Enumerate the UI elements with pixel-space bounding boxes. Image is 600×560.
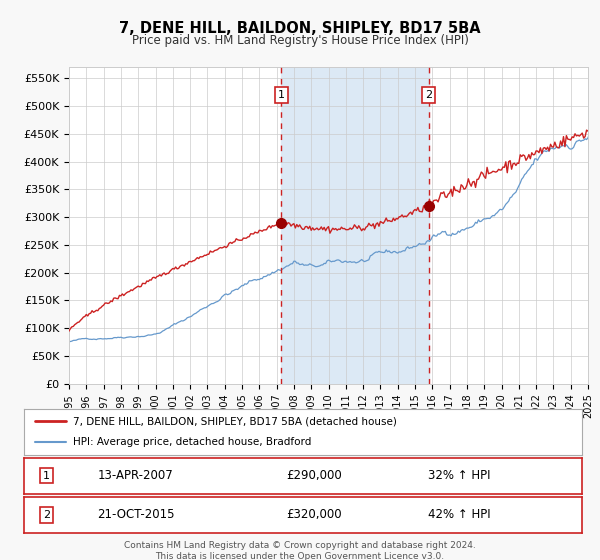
- Text: £290,000: £290,000: [286, 469, 342, 482]
- Text: 42% ↑ HPI: 42% ↑ HPI: [428, 508, 491, 521]
- Bar: [281, 67, 429, 384]
- Text: 32% ↑ HPI: 32% ↑ HPI: [428, 469, 490, 482]
- Text: 1: 1: [278, 90, 285, 100]
- Text: 13-APR-2007: 13-APR-2007: [98, 469, 173, 482]
- Text: HPI: Average price, detached house, Bradford: HPI: Average price, detached house, Brad…: [73, 437, 311, 447]
- Text: 7, DENE HILL, BAILDON, SHIPLEY, BD17 5BA (detached house): 7, DENE HILL, BAILDON, SHIPLEY, BD17 5BA…: [73, 416, 397, 426]
- Text: 7, DENE HILL, BAILDON, SHIPLEY, BD17 5BA: 7, DENE HILL, BAILDON, SHIPLEY, BD17 5BA: [119, 21, 481, 36]
- Text: Price paid vs. HM Land Registry's House Price Index (HPI): Price paid vs. HM Land Registry's House …: [131, 34, 469, 46]
- Text: 1: 1: [43, 471, 50, 480]
- Text: £320,000: £320,000: [286, 508, 342, 521]
- Text: 2: 2: [425, 90, 433, 100]
- Text: This data is licensed under the Open Government Licence v3.0.: This data is licensed under the Open Gov…: [155, 552, 445, 560]
- Text: Contains HM Land Registry data © Crown copyright and database right 2024.: Contains HM Land Registry data © Crown c…: [124, 541, 476, 550]
- Text: 21-OCT-2015: 21-OCT-2015: [97, 508, 175, 521]
- Text: 2: 2: [43, 510, 50, 520]
